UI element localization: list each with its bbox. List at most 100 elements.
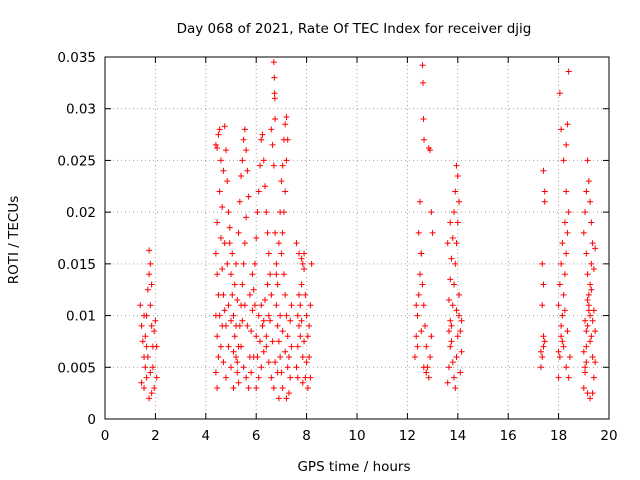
- data-points: [137, 59, 599, 402]
- axis-ticks: [104, 56, 610, 420]
- data-point: [224, 178, 231, 185]
- data-point: [278, 178, 285, 185]
- y-tick-label: 0.025: [57, 153, 96, 169]
- data-point: [306, 353, 313, 360]
- data-point: [294, 343, 301, 350]
- data-point: [268, 126, 275, 133]
- data-point: [243, 147, 250, 154]
- data-point: [428, 209, 435, 216]
- data-point: [420, 116, 427, 123]
- data-point: [147, 302, 154, 309]
- data-point: [273, 271, 280, 278]
- data-point: [541, 338, 548, 345]
- x-tick-label: 18: [550, 428, 567, 444]
- data-point: [423, 369, 430, 376]
- data-point: [220, 291, 227, 298]
- data-point: [222, 374, 229, 381]
- data-point: [301, 338, 308, 345]
- data-point: [141, 384, 148, 391]
- data-point: [565, 209, 572, 216]
- data-point: [420, 364, 427, 371]
- data-point: [559, 312, 566, 319]
- data-point: [425, 374, 432, 381]
- data-point: [444, 379, 451, 386]
- data-point: [453, 307, 460, 314]
- data-point: [220, 359, 227, 366]
- data-point: [249, 271, 256, 278]
- data-point: [587, 281, 594, 288]
- data-point: [148, 322, 155, 329]
- data-point: [215, 353, 222, 360]
- x-tick-label: 2: [151, 428, 160, 444]
- data-point: [240, 136, 247, 143]
- data-point: [221, 240, 228, 247]
- data-point: [212, 369, 219, 376]
- data-point: [279, 384, 286, 391]
- data-point: [284, 136, 291, 143]
- data-point: [414, 343, 421, 350]
- data-point: [221, 307, 228, 314]
- data-point: [244, 322, 251, 329]
- data-point: [258, 364, 265, 371]
- data-point: [225, 302, 232, 309]
- data-point: [215, 291, 222, 298]
- data-point: [244, 167, 251, 174]
- data-point: [583, 359, 590, 366]
- data-point: [303, 312, 310, 319]
- data-point: [587, 198, 594, 205]
- data-point: [253, 333, 260, 340]
- data-point: [282, 188, 289, 195]
- data-point: [537, 348, 544, 355]
- data-point: [299, 260, 306, 267]
- data-point: [414, 312, 421, 319]
- data-point: [282, 291, 289, 298]
- data-point: [456, 312, 463, 319]
- data-point: [216, 126, 223, 133]
- data-point: [555, 302, 562, 309]
- data-point: [294, 312, 301, 319]
- x-tick-label: 6: [252, 428, 261, 444]
- data-point: [304, 384, 311, 391]
- data-point: [454, 333, 461, 340]
- data-point: [275, 338, 282, 345]
- data-point: [293, 364, 300, 371]
- data-point: [283, 157, 290, 164]
- data-point: [141, 312, 148, 319]
- data-point: [139, 338, 146, 345]
- y-axis-label: ROTI / TECUs: [6, 196, 22, 284]
- data-point: [415, 291, 422, 298]
- data-point: [235, 379, 242, 386]
- data-point: [420, 302, 427, 309]
- data-point: [447, 317, 454, 324]
- data-point: [584, 390, 591, 397]
- data-point: [229, 291, 236, 298]
- data-point: [277, 209, 284, 216]
- data-point: [246, 291, 253, 298]
- data-point: [588, 286, 595, 293]
- data-point: [243, 214, 250, 221]
- data-point: [245, 193, 252, 200]
- data-point: [413, 302, 420, 309]
- data-point: [238, 343, 245, 350]
- data-point: [245, 384, 252, 391]
- data-point: [582, 209, 589, 216]
- data-point: [555, 348, 562, 355]
- data-point: [138, 379, 145, 386]
- data-point: [555, 374, 562, 381]
- data-point: [447, 343, 454, 350]
- data-point: [448, 338, 455, 345]
- data-point: [556, 281, 563, 288]
- data-point: [271, 95, 278, 102]
- x-tick-label: 16: [500, 428, 517, 444]
- data-point: [448, 255, 455, 262]
- data-point: [271, 90, 278, 97]
- data-point: [419, 62, 426, 69]
- data-point: [445, 297, 452, 304]
- data-point: [587, 312, 594, 319]
- data-point: [233, 260, 240, 267]
- data-point: [259, 322, 266, 329]
- data-point: [580, 229, 587, 236]
- data-point: [254, 209, 261, 216]
- data-point: [427, 353, 434, 360]
- data-point: [263, 343, 270, 350]
